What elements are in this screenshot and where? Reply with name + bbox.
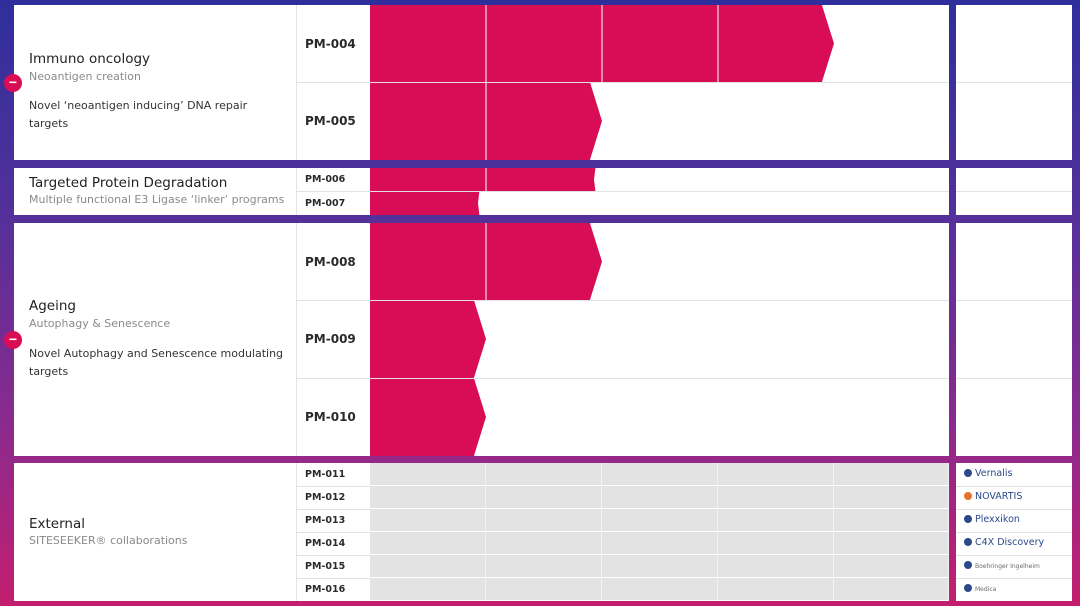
medica-logo-icon: Medica (964, 583, 996, 594)
ageing-description: Novel Autophagy and Senescence modulatin… (29, 347, 284, 378)
empty-stage-cell (602, 578, 718, 600)
external-subtitle: SITESEEKER® collaborations (29, 534, 188, 547)
boehringer-logo-icon: Boehringer Ingelheim (964, 560, 1040, 571)
program-code-pm-007: PM-007 (296, 191, 370, 215)
empty-stage-cell (602, 555, 718, 577)
row-separator (956, 532, 1072, 533)
novartis-mark-icon (964, 492, 972, 500)
program-code-pm-008: PM-008 (296, 223, 370, 300)
row-separator (296, 300, 949, 301)
bar-pm-006 (370, 168, 596, 191)
empty-stage-cell (602, 486, 718, 508)
tpd-title: Targeted Protein Degradation (29, 175, 228, 191)
row-separator (296, 509, 949, 510)
empty-stage-cell (486, 532, 602, 554)
partner-name: Medica (975, 586, 997, 593)
external-title: External (29, 516, 86, 532)
empty-stage-cell (370, 578, 486, 600)
empty-stage-cell (370, 463, 486, 485)
row-separator (956, 486, 1072, 487)
empty-stage-cell (370, 532, 486, 554)
empty-stage-cell (602, 509, 718, 531)
row-separator (956, 555, 1072, 556)
boehringer-mark-icon (964, 561, 972, 569)
tpd-subtitle: Multiple functional E3 Ligase ‘linker’ p… (29, 193, 285, 206)
empty-stage-cell (486, 578, 602, 600)
empty-stage-cell (718, 578, 834, 600)
row-separator (956, 300, 1072, 301)
vernalis-mark-icon (964, 469, 972, 477)
empty-stage-cell (370, 486, 486, 508)
empty-stage-cell (486, 555, 602, 577)
empty-stage-cell (602, 532, 718, 554)
program-code-pm-013: PM-013 (296, 509, 370, 532)
ageing-subtitle: Autophagy & Senescence (29, 317, 171, 330)
program-code-pm-011: PM-011 (296, 463, 370, 486)
row-separator (956, 191, 1072, 192)
program-code-pm-016: PM-016 (296, 578, 370, 601)
empty-stage-cell (834, 555, 949, 577)
ageing-collapse-button[interactable]: − (4, 331, 22, 349)
empty-stage-cell (370, 509, 486, 531)
empty-stage-cell (486, 463, 602, 485)
empty-stage-cell (718, 509, 834, 531)
ageing-partner-panel (956, 223, 1072, 456)
row-separator (956, 509, 1072, 510)
immuno-collapse-button[interactable]: − (4, 74, 22, 92)
partner-name: Boehringer Ingelheim (975, 563, 1040, 570)
ageing-title: Ageing (29, 298, 76, 314)
empty-stage-cell (834, 486, 949, 508)
empty-stage-cell (602, 463, 718, 485)
bar-pm-010 (370, 378, 486, 456)
plexxikon-logo-icon: Plexxikon (964, 514, 1020, 525)
row-separator (296, 486, 949, 487)
program-code-pm-010: PM-010 (296, 378, 370, 456)
empty-stage-cell (718, 486, 834, 508)
empty-stage-cell (834, 463, 949, 485)
medica-mark-icon (964, 584, 972, 592)
immuno-title: Immuno oncology (29, 51, 151, 67)
partner-name: Plexxikon (975, 514, 1020, 525)
program-code-pm-006: PM-006 (296, 168, 370, 191)
immuno-subtitle: Neoantigen creation (29, 70, 141, 83)
empty-stage-cell (834, 509, 949, 531)
program-code-pm-005: PM-005 (296, 82, 370, 160)
empty-stage-cell (370, 555, 486, 577)
program-code-pm-014: PM-014 (296, 532, 370, 555)
row-separator (296, 578, 949, 579)
empty-stage-cell (718, 532, 834, 554)
row-separator (296, 532, 949, 533)
partner-name: Vernalis (975, 468, 1013, 479)
immuno-description: Novel ‘neoantigen inducing’ DNA repair t… (29, 99, 248, 130)
novartis-logo-icon: NOVARTIS (964, 491, 1022, 502)
program-code-pm-012: PM-012 (296, 486, 370, 509)
vernalis-logo-icon: Vernalis (964, 468, 1012, 479)
empty-stage-cell (718, 555, 834, 577)
c4x-logo-icon: C4X Discovery (964, 537, 1044, 548)
empty-stage-cell (834, 532, 949, 554)
program-code-pm-004: PM-004 (296, 5, 370, 82)
c4x-mark-icon (964, 538, 972, 546)
partner-name: C4X Discovery (975, 537, 1045, 548)
row-separator (956, 82, 1072, 83)
row-separator (296, 378, 949, 379)
row-separator (956, 578, 1072, 579)
program-code-pm-009: PM-009 (296, 300, 370, 378)
plexxikon-mark-icon (964, 515, 972, 523)
bar-pm-007 (370, 191, 480, 215)
empty-stage-cell (834, 578, 949, 600)
bar-pm-009 (370, 300, 486, 378)
empty-stage-cell (718, 463, 834, 485)
empty-stage-cell (486, 509, 602, 531)
program-code-pm-015: PM-015 (296, 555, 370, 578)
partner-name: NOVARTIS (975, 491, 1023, 502)
row-separator (956, 378, 1072, 379)
row-separator (296, 191, 949, 192)
row-separator (296, 555, 949, 556)
row-separator (296, 82, 949, 83)
empty-stage-cell (486, 486, 602, 508)
